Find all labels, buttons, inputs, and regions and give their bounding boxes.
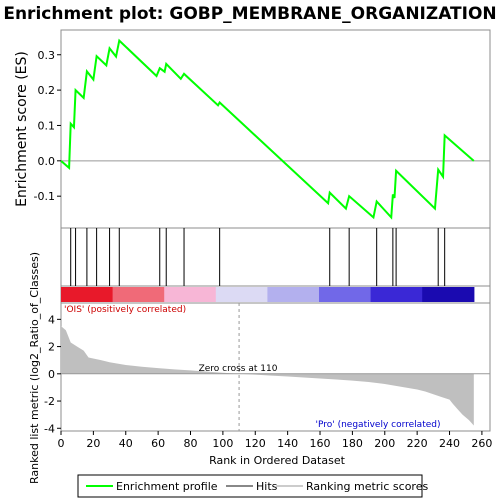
metric-axis-label: Ranked list metric (log2_Ratio_of_Classe… (28, 252, 41, 484)
x-tick-label: 260 (471, 437, 492, 450)
legend-hits-label: Hits (256, 480, 278, 493)
x-tick-label: 240 (439, 437, 460, 450)
es-axis-label: Enrichment score (ES) (14, 51, 30, 207)
ranking-metric-area (61, 326, 474, 426)
colorbar-segment (164, 287, 217, 302)
x-tick-label: 100 (212, 437, 233, 450)
es-layer (60, 38, 490, 220)
rank-colorbar (61, 287, 475, 302)
x-axis-label: Rank in Ordered Dataset (209, 454, 346, 467)
chart-title: Enrichment plot: GOBP_MEMBRANE_ORGANIZAT… (3, 4, 496, 24)
x-tick-label: 160 (310, 437, 331, 450)
x-tick-label: 20 (86, 437, 100, 450)
colorbar-segment (215, 287, 269, 302)
x-tick-label: 120 (245, 437, 266, 450)
colorbar-segment (319, 287, 372, 302)
x-tick-label: 40 (119, 437, 133, 450)
es-tick-label: -0.1 (34, 190, 55, 203)
x-tick-label: 0 (58, 437, 65, 450)
x-tick-label: 140 (277, 437, 298, 450)
es-panel (60, 29, 491, 229)
colorbar-segment (61, 287, 114, 302)
hits-panel (60, 227, 491, 287)
enrichment-profile-line (60, 38, 475, 220)
metric-tick-label: 4 (48, 313, 55, 326)
colorbar-segment (370, 287, 423, 302)
colorbar-segment (112, 287, 165, 302)
x-tick-label: 80 (184, 437, 198, 450)
metric-tick-label: -4 (44, 422, 55, 435)
hits-layer (70, 228, 446, 286)
metric-tick-label: 2 (48, 341, 55, 354)
metric-layer (61, 303, 490, 431)
pos-correlated-label: 'OIS' (positively correlated) (64, 305, 186, 315)
x-tick-label: 60 (151, 437, 165, 450)
legend-metric-label: Ranking metric scores (306, 480, 428, 493)
colorbar-segment (422, 287, 475, 302)
legend-profile-label: Enrichment profile (116, 480, 218, 493)
zero-cross-label: Zero cross at 110 (199, 364, 278, 374)
metric-tick-label: -2 (44, 395, 55, 408)
es-tick-label: 0.1 (38, 119, 56, 132)
x-tick-label: 200 (374, 437, 395, 450)
x-tick-label: 220 (407, 437, 428, 450)
neg-correlated-label: 'Pro' (negatively correlated) (316, 420, 441, 430)
es-tick-label: 0.0 (38, 155, 56, 168)
colorbar-segment (267, 287, 320, 302)
es-tick-label: 0.2 (38, 84, 56, 97)
metric-tick-label: 0 (48, 368, 55, 381)
es-tick-label: 0.3 (38, 49, 56, 62)
x-tick-label: 180 (342, 437, 363, 450)
